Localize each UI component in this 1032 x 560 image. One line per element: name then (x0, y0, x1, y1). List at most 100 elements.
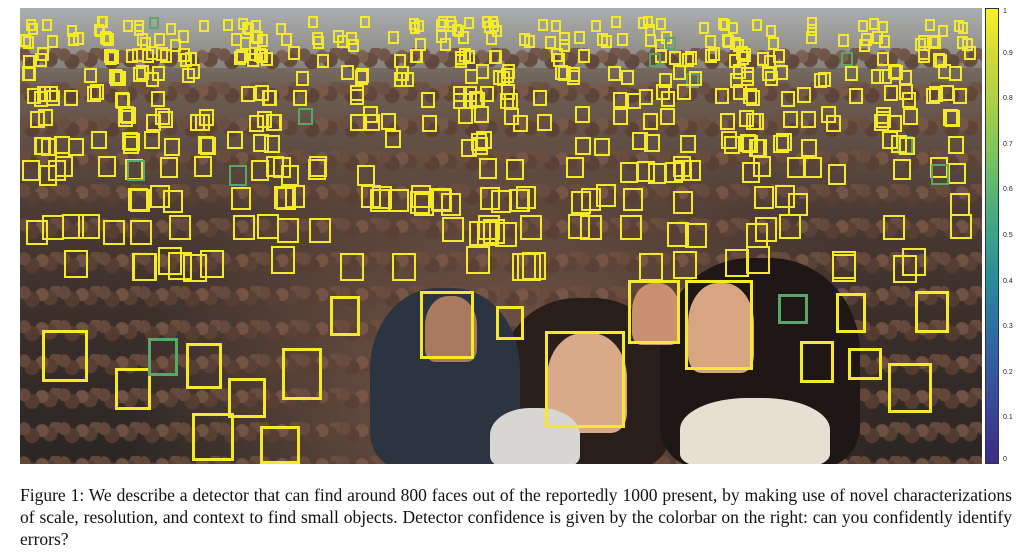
face-detection-box (915, 291, 949, 333)
face-detection-box (78, 214, 100, 239)
colorbar-tick-label: 0.7 (1003, 140, 1013, 148)
face-detection-box (725, 249, 749, 277)
face-detection-box (414, 20, 424, 32)
face-detection-box (638, 17, 648, 29)
face-detection-box (107, 50, 119, 64)
face-detection-box (637, 161, 655, 182)
face-detection-box (743, 88, 757, 104)
colorbar-tick-label: 0.6 (1003, 186, 1013, 194)
face-detection-box (935, 54, 947, 68)
face-detection-box (482, 16, 492, 28)
face-detection-box (308, 16, 318, 28)
face-detection-box (442, 217, 464, 242)
face-detection-box (729, 54, 741, 68)
face-detection-box (121, 107, 136, 124)
face-detection-box (537, 114, 552, 131)
face-detection-box (309, 156, 327, 177)
face-detection-box (118, 110, 133, 127)
face-detection-box (42, 330, 88, 382)
face-detection-box (160, 157, 178, 178)
face-detection-box (136, 65, 149, 80)
face-detection-box (133, 253, 157, 281)
face-detection-box (486, 32, 497, 45)
face-detection-box (656, 18, 666, 30)
face-detection-box (567, 67, 580, 82)
face-detection-box (91, 131, 107, 149)
face-detection-box (67, 25, 77, 37)
face-detection-box (64, 250, 88, 278)
face-detection-box (150, 185, 170, 208)
face-detection-box (317, 54, 329, 68)
face-detection-box (469, 221, 491, 246)
face-detection-box (877, 52, 889, 66)
face-detection-box (836, 293, 866, 333)
face-detection-box (545, 36, 556, 49)
face-detection-box (155, 108, 170, 125)
face-detection-box (238, 18, 248, 30)
face-detection-box (130, 220, 152, 245)
face-detection-box (199, 20, 209, 32)
face-detection-box (797, 87, 811, 103)
face-detection-box (591, 20, 601, 32)
face-detection-box (948, 136, 964, 154)
face-detection-box (754, 186, 774, 209)
face-detection-box (137, 33, 148, 46)
face-detection-box (945, 110, 960, 127)
low-confidence-box (649, 53, 661, 67)
face-detection-box (950, 193, 970, 216)
face-detection-box (341, 65, 354, 80)
face-detection-box (724, 136, 740, 154)
face-detection-box (551, 48, 563, 62)
face-detection-box (183, 254, 207, 282)
face-detection-box (223, 19, 233, 31)
low-confidence-box (778, 294, 808, 324)
face-detection-box (685, 51, 697, 65)
face-detection-box (26, 19, 36, 31)
face-detection-box (639, 253, 663, 281)
face-detection-box (962, 38, 973, 51)
face-detection-box (659, 73, 672, 88)
face-detection-box (660, 108, 675, 125)
face-detection-box (151, 91, 165, 107)
face-detection-box (958, 22, 968, 34)
face-detection-box (458, 31, 469, 44)
face-detection-box (680, 135, 696, 153)
face-detection-box (883, 215, 905, 240)
low-confidence-box (149, 17, 159, 29)
face-detection-box (879, 35, 890, 48)
face-detection-box (575, 137, 591, 155)
face-detection-box (227, 131, 243, 149)
face-detection-box (667, 222, 689, 247)
face-detection-box (673, 191, 693, 214)
face-detection-box (483, 219, 505, 244)
face-detection-box (421, 92, 435, 108)
face-detection-box (708, 47, 720, 61)
face-detection-box (130, 189, 150, 212)
face-detection-box (766, 25, 776, 37)
face-detection-box (231, 187, 251, 210)
face-detection-box (37, 47, 49, 61)
face-detection-box (68, 138, 84, 156)
confidence-colorbar (985, 8, 999, 464)
face-detection-box (938, 25, 948, 37)
face-detection-box (930, 36, 941, 49)
face-detection-box (948, 163, 966, 184)
face-detection-box (673, 65, 686, 80)
face-detection-box (776, 133, 792, 151)
face-detection-box (360, 16, 370, 28)
face-detection-box (685, 223, 707, 248)
face-detection-box (581, 188, 601, 211)
face-detection-box (28, 23, 38, 35)
face-detection-box (683, 160, 701, 181)
face-detection-box (733, 64, 746, 79)
face-detection-box (715, 88, 729, 104)
face-detection-box (858, 20, 868, 32)
face-detection-box (411, 185, 431, 208)
face-detection-box (41, 138, 57, 156)
face-detection-box (814, 73, 827, 88)
face-detection-box (249, 47, 261, 61)
face-detection-box (899, 70, 912, 85)
face-detection-box (271, 246, 295, 274)
face-detection-box (200, 250, 224, 278)
